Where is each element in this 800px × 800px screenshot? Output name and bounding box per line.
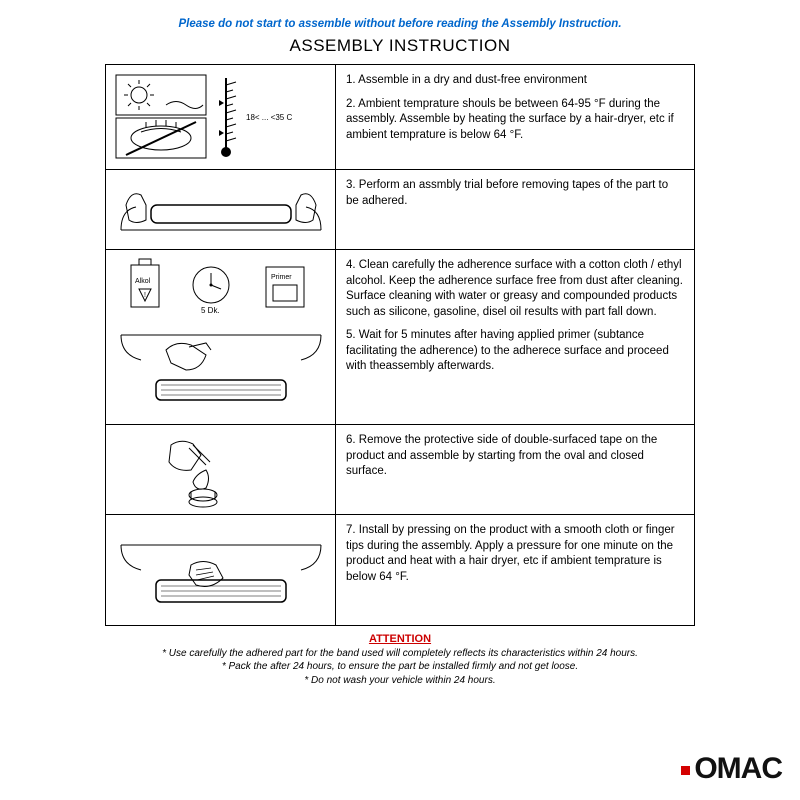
- brand-logo: OMAC: [681, 752, 782, 786]
- svg-text:!: !: [144, 292, 146, 299]
- step-row-5: 7. Install by pressing on the product wi…: [106, 515, 694, 625]
- instruction-page: Please do not start to assemble without …: [105, 0, 695, 687]
- step-3-para-2: 5. Wait for 5 minutes after having appli…: [346, 328, 684, 375]
- svg-text:5 Dk.: 5 Dk.: [201, 306, 220, 315]
- attention-block: ATTENTION * Use carefully the adhered pa…: [105, 632, 695, 687]
- attention-line-3: * Do not wash your vehicle within 24 hou…: [105, 674, 695, 688]
- logo-text: OMAC: [694, 752, 782, 785]
- step-row-2: 3. Perform an assmbly trial before remov…: [106, 170, 694, 250]
- step-5-para-1: 7. Install by pressing on the product wi…: [346, 523, 684, 585]
- step-5-text: 7. Install by pressing on the product wi…: [336, 515, 694, 625]
- steps-table: 18< ... <35 C 1. Assemble in a dry and d…: [105, 64, 695, 626]
- svg-text:Alkol: Alkol: [135, 278, 151, 285]
- step-4-illustration: [106, 425, 336, 514]
- logo-dot-icon: [681, 766, 690, 775]
- temp-range-label: 18< ... <35 C: [246, 113, 292, 122]
- step-1-illustration: 18< ... <35 C: [106, 65, 336, 169]
- step-2-para-1: 3. Perform an assmbly trial before remov…: [346, 178, 684, 209]
- top-warning-text: Please do not start to assemble without …: [105, 18, 695, 30]
- attention-title: ATTENTION: [105, 632, 695, 647]
- step-4-para-1: 6. Remove the protective side of double-…: [346, 433, 684, 480]
- step-row-4: 6. Remove the protective side of double-…: [106, 425, 694, 515]
- step-row-1: 18< ... <35 C 1. Assemble in a dry and d…: [106, 65, 694, 170]
- step-4-text: 6. Remove the protective side of double-…: [336, 425, 694, 514]
- attention-line-2: * Pack the after 24 hours, to ensure the…: [105, 660, 695, 674]
- attention-line-1: * Use carefully the adhered part for the…: [105, 647, 695, 661]
- step-1-para-1: 1. Assemble in a dry and dust-free envir…: [346, 73, 684, 89]
- svg-text:Primer: Primer: [271, 274, 292, 281]
- step-3-para-1: 4. Clean carefully the adherence surface…: [346, 258, 684, 320]
- step-1-text: 1. Assemble in a dry and dust-free envir…: [336, 65, 694, 169]
- step-5-illustration: [106, 515, 336, 625]
- step-2-text: 3. Perform an assmbly trial before remov…: [336, 170, 694, 249]
- page-title: ASSEMBLY INSTRUCTION: [105, 36, 695, 56]
- step-2-illustration: [106, 170, 336, 249]
- step-3-text: 4. Clean carefully the adherence surface…: [336, 250, 694, 424]
- step-3-illustration: Alkol ! 5 Dk. Primer: [106, 250, 336, 424]
- step-1-para-2: 2. Ambient temprature shouls be between …: [346, 97, 684, 144]
- step-row-3: Alkol ! 5 Dk. Primer: [106, 250, 694, 425]
